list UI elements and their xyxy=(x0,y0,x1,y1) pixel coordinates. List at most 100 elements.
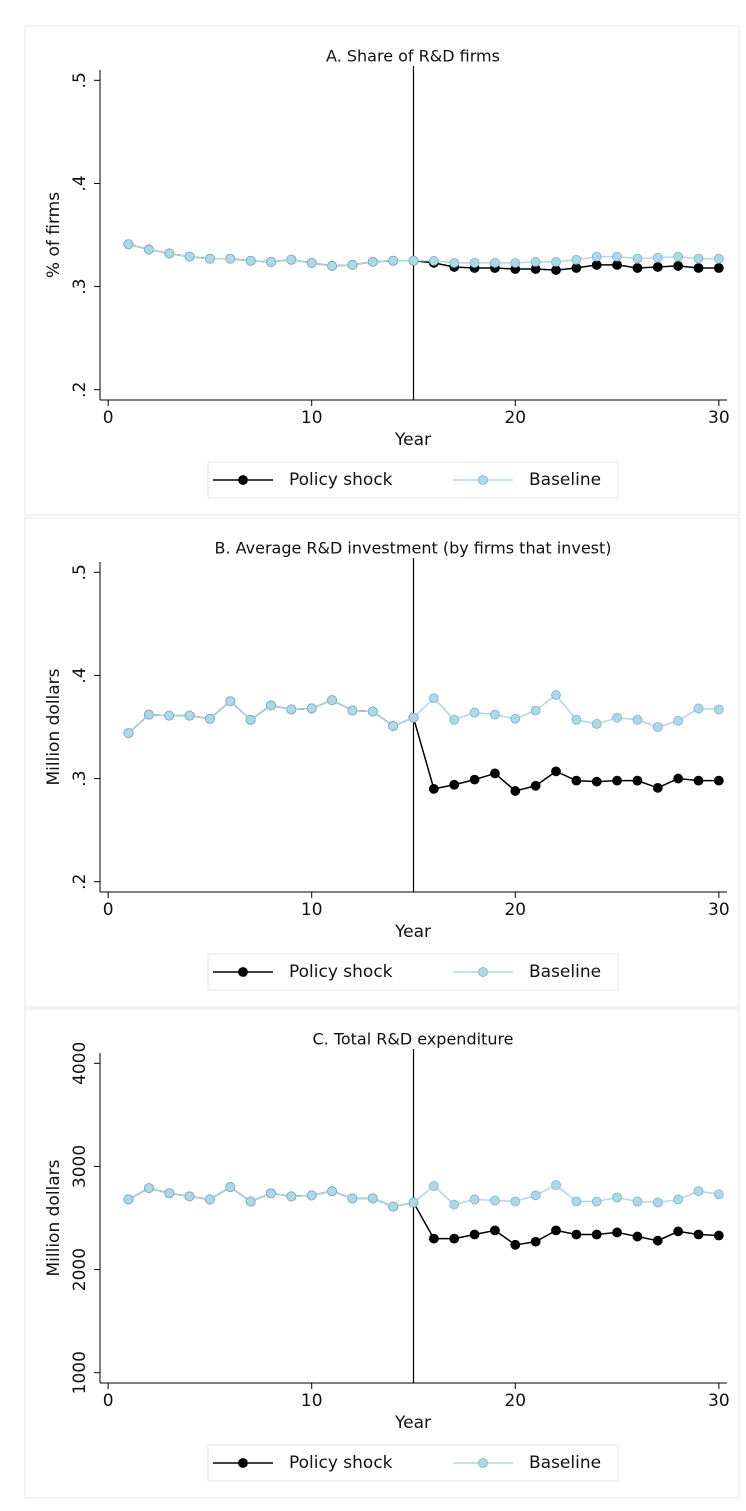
marker xyxy=(530,1236,541,1247)
marker xyxy=(449,257,460,268)
x-tick-label: 0 xyxy=(103,900,114,920)
marker xyxy=(510,1196,521,1207)
marker xyxy=(551,265,561,275)
marker xyxy=(388,255,399,266)
marker xyxy=(184,251,195,262)
y-tick-label: .2 xyxy=(70,874,90,890)
legend-marker xyxy=(478,475,488,485)
x-axis-label: Year xyxy=(394,1413,431,1433)
marker xyxy=(347,1193,358,1204)
marker xyxy=(490,768,500,779)
x-tick-label: 20 xyxy=(504,900,526,920)
marker xyxy=(673,773,684,784)
marker xyxy=(327,695,337,706)
marker xyxy=(225,253,236,264)
x-axis-label: Year xyxy=(394,430,431,450)
y-tick-label: .5 xyxy=(70,72,90,88)
marker xyxy=(612,775,622,786)
legend-label: Policy shock xyxy=(289,1453,393,1473)
x-tick-label: 20 xyxy=(504,408,526,428)
panel xyxy=(24,517,740,1008)
marker xyxy=(713,1230,724,1241)
chart-title: B. Average R&D investment (by firms that… xyxy=(214,539,611,558)
marker xyxy=(591,260,602,270)
marker xyxy=(693,263,704,273)
marker xyxy=(652,1235,663,1246)
marker xyxy=(612,712,622,723)
x-tick-label: 10 xyxy=(301,408,323,428)
marker xyxy=(551,766,561,777)
chart-title: A. Share of R&D firms xyxy=(326,47,500,66)
x-tick-label: 30 xyxy=(708,900,730,920)
marker xyxy=(612,1192,622,1203)
marker xyxy=(123,239,134,250)
chart-title: C. Total R&D expenditure xyxy=(312,1030,513,1049)
marker xyxy=(571,714,582,725)
marker xyxy=(143,244,154,255)
marker xyxy=(143,709,154,720)
legend-box xyxy=(207,461,619,499)
marker xyxy=(306,1190,317,1201)
legend-box xyxy=(207,953,619,991)
x-axis-label: Year xyxy=(394,922,431,942)
marker xyxy=(469,1229,480,1240)
y-tick-label: .3 xyxy=(70,278,90,294)
x-tick-label: 20 xyxy=(504,1391,526,1411)
marker xyxy=(571,775,582,786)
marker xyxy=(693,253,704,264)
marker xyxy=(428,255,439,266)
marker xyxy=(693,1229,704,1240)
marker xyxy=(123,728,134,739)
marker xyxy=(713,704,724,715)
legend-label: Baseline xyxy=(529,962,601,982)
marker xyxy=(469,707,480,718)
legend-box xyxy=(207,1444,619,1482)
marker xyxy=(713,253,724,264)
marker xyxy=(286,704,297,715)
marker xyxy=(266,256,276,267)
marker xyxy=(591,251,602,262)
y-axis-label: Million dollars xyxy=(44,1159,64,1276)
marker xyxy=(245,714,256,725)
y-tick-label: .3 xyxy=(70,770,90,786)
marker xyxy=(306,703,317,714)
marker xyxy=(632,1196,643,1207)
marker xyxy=(490,257,500,268)
marker xyxy=(591,719,602,729)
y-tick-label: .4 xyxy=(70,175,90,191)
legend-label: Baseline xyxy=(529,1453,601,1473)
marker xyxy=(510,1239,521,1250)
marker xyxy=(673,715,684,726)
marker xyxy=(449,1233,460,1244)
marker xyxy=(469,257,480,268)
marker xyxy=(591,1229,602,1240)
y-tick-label: 1000 xyxy=(70,1351,90,1394)
marker xyxy=(632,263,643,273)
x-tick-label: 0 xyxy=(103,408,114,428)
marker xyxy=(428,1233,439,1244)
marker xyxy=(327,1186,337,1197)
marker xyxy=(713,263,724,273)
marker xyxy=(530,705,541,716)
marker xyxy=(510,713,521,724)
legend-marker xyxy=(238,1458,248,1468)
marker xyxy=(286,1191,297,1202)
marker xyxy=(164,248,175,259)
y-axis-label: Million dollars xyxy=(44,668,64,785)
y-tick-label: .5 xyxy=(70,564,90,580)
marker xyxy=(184,1191,195,1202)
marker xyxy=(347,260,358,270)
marker xyxy=(286,254,297,265)
marker xyxy=(490,1195,500,1206)
marker xyxy=(123,1194,134,1205)
marker xyxy=(245,255,256,266)
marker xyxy=(469,774,480,785)
marker xyxy=(510,257,521,268)
marker xyxy=(551,1225,561,1236)
y-tick-label: 4000 xyxy=(70,1042,90,1085)
marker xyxy=(510,786,521,796)
marker xyxy=(164,710,175,721)
marker xyxy=(693,703,704,714)
marker xyxy=(225,696,236,707)
